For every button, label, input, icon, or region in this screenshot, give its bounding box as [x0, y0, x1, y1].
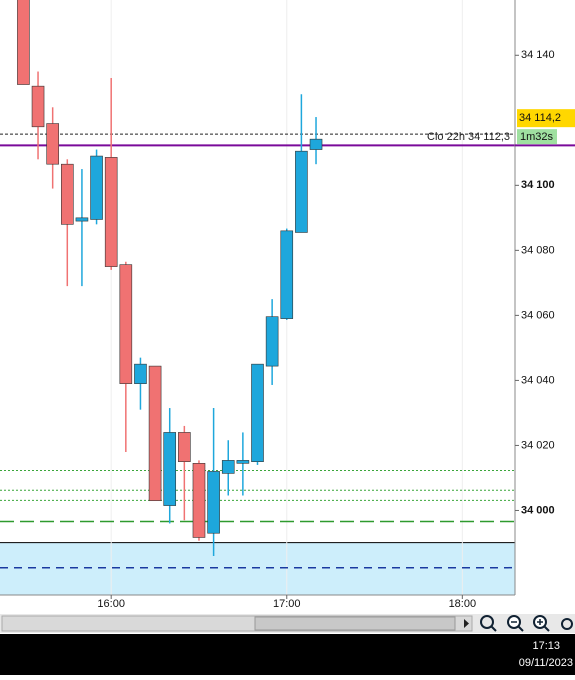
scroll-thumb[interactable] [254, 616, 456, 631]
candle-body [134, 363, 147, 384]
candle-body [119, 264, 133, 384]
candle-body [31, 85, 45, 128]
candle-body [104, 157, 118, 267]
zoom-out[interactable] [507, 615, 524, 632]
x-tick-label: 18:00 [449, 598, 477, 610]
zoom-fit[interactable] [480, 615, 497, 632]
y-tick-label: 34 000 [521, 504, 555, 516]
candle-body [178, 432, 191, 462]
level-label: Clo 22h 34 112,3 [427, 131, 510, 143]
countdown-tag [517, 129, 557, 145]
x-tick-label: 17:00 [273, 598, 301, 610]
candle-body [280, 230, 294, 319]
candle-body [221, 460, 235, 474]
plot-area [0, 0, 515, 595]
tool-icon[interactable] [561, 618, 573, 630]
zone [0, 542, 515, 595]
x-tick-label: 16:00 [97, 598, 125, 610]
status-bar [0, 634, 575, 675]
y-tick-label: 34 020 [521, 439, 555, 451]
clock-time: 17:13 [532, 640, 560, 652]
candle-body [61, 163, 74, 225]
y-tick-label: 34 040 [521, 374, 555, 386]
candle-body [309, 138, 323, 150]
clock-date: 09/11/2023 [519, 657, 573, 669]
candle-body [236, 460, 250, 464]
y-tick-label: 34 080 [521, 244, 555, 256]
candle-body [192, 463, 206, 538]
candle-body [251, 363, 264, 462]
countdown-label: 1m32s [520, 131, 554, 143]
price-tag-label: 34 114,2 [519, 112, 561, 124]
candle-body [17, 0, 30, 85]
candle-body [46, 123, 59, 165]
y-tick-label: 34 140 [521, 49, 555, 61]
candle-body [148, 365, 162, 502]
candle-body [295, 150, 308, 233]
zoom-in[interactable] [533, 615, 550, 632]
y-tick-label: 34 060 [521, 309, 555, 321]
y-tick-label: 34 100 [521, 179, 555, 191]
scroll-arrow[interactable] [464, 619, 469, 628]
candle-body [75, 217, 89, 222]
price-tag [517, 109, 575, 128]
candle-body [207, 471, 220, 534]
candle-body [163, 432, 177, 506]
candle-body [265, 316, 279, 367]
candle-body [90, 155, 103, 220]
